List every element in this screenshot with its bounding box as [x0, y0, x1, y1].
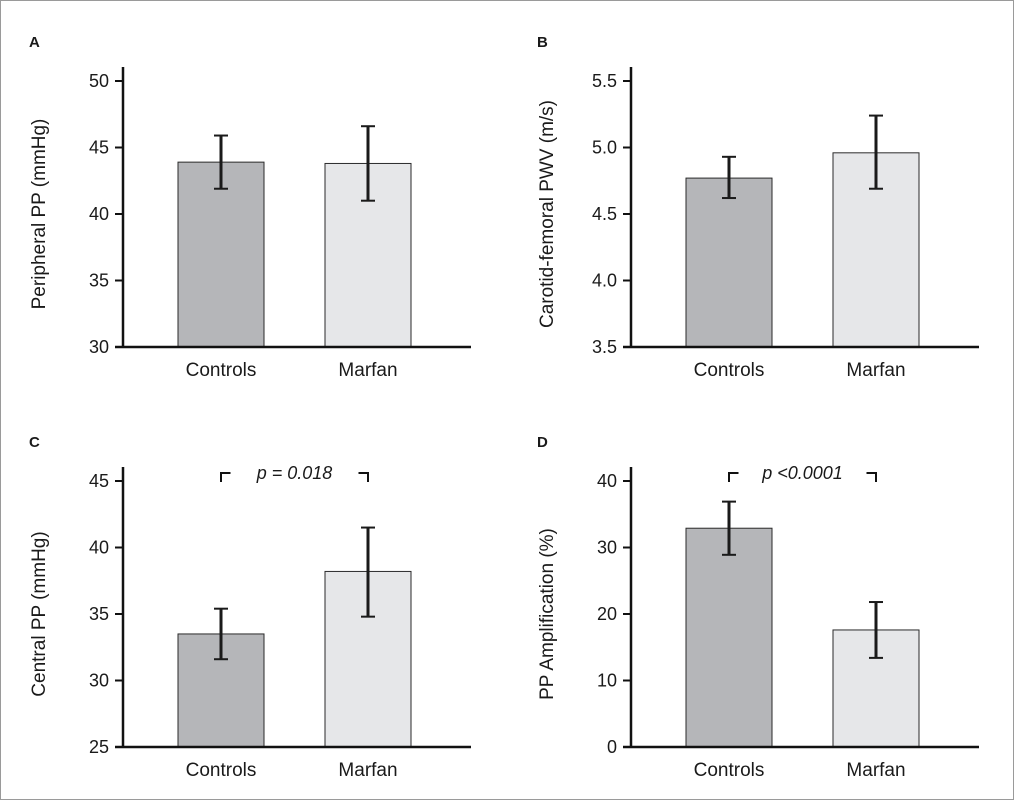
- y-tick-label: 4.0: [592, 271, 617, 291]
- y-tick-label: 40: [597, 471, 617, 491]
- y-axis-label: Peripheral PP (mmHg): [29, 119, 50, 310]
- x-tick-label: Marfan: [846, 760, 905, 781]
- x-tick-label: Marfan: [846, 360, 905, 381]
- y-tick-label: 0: [607, 737, 617, 757]
- x-tick-label: Marfan: [338, 360, 397, 381]
- x-tick-label: Controls: [694, 360, 765, 381]
- bar-controls: [685, 527, 773, 748]
- y-tick-label: 30: [597, 538, 617, 558]
- panel-b: B Carotid-femoral PWV (m/s) Controls Marfan…: [509, 1, 1009, 396]
- chart-svg: D PP Amplification (%) Controls Marfan 0 10 20…: [537, 434, 979, 781]
- y-tick-label: 50: [89, 71, 109, 91]
- significance-label: p = 0.018: [256, 463, 333, 483]
- panel-label: C: [29, 434, 40, 451]
- y-axis-label: PP Amplification (%): [537, 528, 558, 700]
- y-tick-label: 30: [89, 337, 109, 357]
- y-tick-label: 20: [597, 604, 617, 624]
- panel-label: B: [537, 34, 548, 51]
- x-tick-label: Controls: [694, 760, 765, 781]
- y-tick-label: 5.0: [592, 138, 617, 158]
- x-tick-label: Marfan: [338, 760, 397, 781]
- significance-bracket-right: [358, 472, 369, 482]
- y-tick-label: 45: [89, 138, 109, 158]
- chart-svg: C Central PP (mmHg) Controls Marfan 25 30 35 40…: [29, 434, 471, 781]
- significance-bracket-left: [728, 472, 739, 482]
- y-tick-label: 45: [89, 471, 109, 491]
- significance-bracket-right: [866, 472, 877, 482]
- significance-label: p <0.0001: [761, 463, 843, 483]
- bar-controls: [177, 161, 265, 348]
- panel-label: A: [29, 34, 40, 51]
- y-tick-label: 10: [597, 671, 617, 691]
- y-tick-label: 5.5: [592, 71, 617, 91]
- y-axis-label: Carotid-femoral PWV (m/s): [537, 100, 558, 328]
- y-tick-label: 35: [89, 271, 109, 291]
- y-tick-label: 40: [89, 538, 109, 558]
- y-tick-label: 25: [89, 737, 109, 757]
- significance-bracket-left: [220, 472, 231, 482]
- x-tick-label: Controls: [186, 760, 257, 781]
- x-tick-label: Controls: [186, 360, 257, 381]
- y-tick-label: 30: [89, 671, 109, 691]
- panel-label: D: [537, 434, 548, 451]
- panel-a: A Peripheral PP (mmHg) Controls Marfan 30 35 4…: [1, 1, 501, 396]
- panel-d: D PP Amplification (%) Controls Marfan 0 10 20…: [509, 401, 1009, 796]
- bar-controls: [685, 177, 773, 348]
- y-axis-label: Central PP (mmHg): [29, 531, 50, 696]
- y-tick-label: 35: [89, 604, 109, 624]
- y-tick-label: 40: [89, 204, 109, 224]
- chart-svg: B Carotid-femoral PWV (m/s) Controls Marfan…: [537, 34, 979, 381]
- y-tick-label: 4.5: [592, 204, 617, 224]
- panel-c: C Central PP (mmHg) Controls Marfan 25 30 35 40…: [1, 401, 501, 796]
- chart-svg: A Peripheral PP (mmHg) Controls Marfan 30 35 4…: [29, 34, 471, 381]
- y-tick-label: 3.5: [592, 337, 617, 357]
